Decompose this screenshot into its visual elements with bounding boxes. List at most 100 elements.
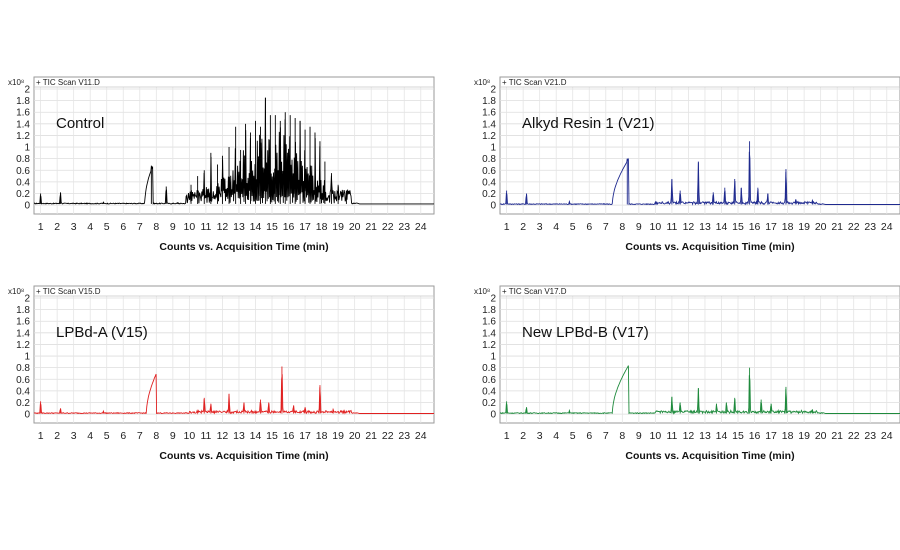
sample-label: Alkyd Resin 1 (V21)	[522, 115, 655, 132]
y-tick-label: 0	[490, 201, 496, 212]
x-tick-label: 14	[250, 430, 262, 442]
y-tick-label: 0.4	[482, 386, 496, 397]
x-tick-label: 21	[365, 430, 377, 442]
x-tick-label: 3	[537, 430, 543, 442]
x-tick-label: 5	[104, 221, 110, 233]
x-tick-label: 12	[683, 221, 695, 233]
x-tick-label: 4	[87, 430, 93, 442]
x-tick-label: 10	[650, 430, 662, 442]
y-tick-label: 1.6	[16, 108, 30, 119]
x-tick-label: 2	[54, 430, 60, 442]
x-tick-label: 18	[316, 221, 328, 233]
y-tick-label: 1	[490, 352, 496, 363]
x-tick-label: 12	[217, 221, 229, 233]
x-tick-label: 17	[299, 430, 311, 442]
x-tick-label: 17	[765, 430, 777, 442]
x-tick-label: 19	[332, 430, 344, 442]
x-tick-label: 2	[520, 430, 526, 442]
x-tick-label: 8	[153, 221, 159, 233]
chart-panel-3: x10⁸ + TIC Scan V15.D00.20.40.60.811.21.4…	[8, 285, 435, 462]
x-tick-label: 1	[504, 430, 510, 442]
y-tick-label: 0.8	[16, 154, 30, 165]
x-tick-label: 3	[71, 430, 77, 442]
x-tick-label: 10	[184, 221, 196, 233]
y-tick-label: 0.4	[482, 177, 496, 188]
x-tick-label: 9	[170, 221, 176, 233]
y-tick-label: 2	[24, 85, 30, 96]
x-tick-label: 5	[104, 430, 110, 442]
x-tick-label: 20	[349, 221, 361, 233]
y-tick-label: 0.2	[482, 398, 496, 409]
y-tick-label: 0.4	[16, 177, 30, 188]
y-tick-label: 2	[490, 85, 496, 96]
x-axis-label: Counts vs. Acquisition Time (min)	[625, 450, 794, 462]
file-label: + TIC Scan V11.D	[36, 78, 100, 87]
x-tick-label: 11	[666, 430, 677, 442]
x-tick-label: 22	[382, 430, 394, 442]
x-tick-label: 21	[831, 221, 843, 233]
x-tick-label: 21	[831, 430, 843, 442]
x-tick-label: 4	[553, 430, 559, 442]
x-tick-label: 5	[570, 430, 576, 442]
y-tick-label: 1.6	[482, 108, 496, 119]
x-tick-label: 20	[815, 221, 827, 233]
y-tick-label: 0	[24, 201, 30, 212]
x-tick-label: 24	[881, 430, 893, 442]
x-tick-label: 13	[233, 430, 245, 442]
y-exponent-label: x10⁸	[474, 287, 490, 296]
x-axis-label: Counts vs. Acquisition Time (min)	[625, 241, 794, 253]
y-tick-label: 0	[24, 410, 30, 421]
y-tick-label: 0.6	[16, 375, 30, 386]
y-tick-label: 0.8	[16, 363, 30, 374]
chart-panel-2: x10⁸ + TIC Scan V21.D00.20.40.60.811.21.4…	[474, 76, 900, 253]
file-label: + TIC Scan V21.D	[502, 78, 567, 87]
tic-trace	[33, 373, 434, 415]
x-tick-label: 1	[38, 430, 44, 442]
x-tick-label: 15	[266, 221, 278, 233]
y-tick-label: 1.4	[16, 328, 30, 339]
y-tick-label: 2	[24, 294, 30, 305]
x-tick-label: 11	[200, 430, 211, 442]
x-tick-label: 23	[398, 221, 410, 233]
y-tick-label: 1.8	[482, 305, 496, 316]
y-tick-label: 2	[490, 294, 496, 305]
x-tick-label: 22	[382, 221, 394, 233]
y-tick-label: 0.8	[482, 363, 496, 374]
y-tick-label: 1.8	[16, 96, 30, 107]
chart-panel-4: x10⁸ + TIC Scan V17.D00.20.40.60.811.21.4…	[474, 285, 900, 462]
tic-trace	[33, 97, 434, 205]
x-tick-label: 1	[38, 221, 44, 233]
x-tick-label: 24	[415, 221, 427, 233]
x-tick-label: 4	[87, 221, 93, 233]
x-tick-label: 1	[504, 221, 510, 233]
x-tick-label: 9	[636, 221, 642, 233]
y-tick-label: 1.2	[482, 131, 496, 142]
x-tick-label: 18	[782, 430, 794, 442]
x-tick-label: 14	[716, 430, 728, 442]
x-tick-label: 6	[586, 221, 592, 233]
x-tick-label: 19	[798, 221, 810, 233]
plot-frame	[33, 285, 435, 424]
x-tick-label: 24	[881, 221, 893, 233]
x-tick-label: 3	[71, 221, 77, 233]
x-tick-label: 19	[798, 430, 810, 442]
y-tick-label: 0.2	[482, 189, 496, 200]
x-tick-label: 7	[603, 221, 609, 233]
x-tick-label: 7	[137, 221, 143, 233]
x-tick-label: 12	[217, 430, 229, 442]
y-tick-label: 1.6	[16, 317, 30, 328]
x-tick-label: 16	[283, 221, 295, 233]
x-tick-label: 13	[699, 221, 711, 233]
x-tick-label: 11	[666, 221, 677, 233]
x-tick-label: 15	[732, 430, 744, 442]
x-tick-label: 21	[365, 221, 377, 233]
plot-frame	[499, 285, 900, 424]
y-tick-label: 1	[24, 143, 30, 154]
x-tick-label: 16	[749, 430, 761, 442]
y-tick-label: 0.2	[16, 398, 30, 409]
x-tick-label: 11	[200, 221, 211, 233]
x-tick-label: 22	[848, 430, 860, 442]
y-tick-label: 1.2	[16, 340, 30, 351]
y-tick-label: 0.6	[482, 166, 496, 177]
x-tick-label: 9	[636, 430, 642, 442]
